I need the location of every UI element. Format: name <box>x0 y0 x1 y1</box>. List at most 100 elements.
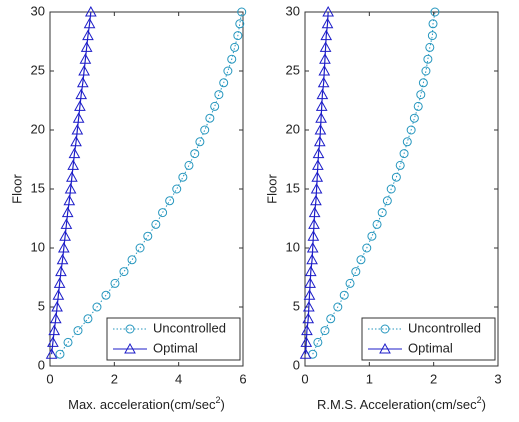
marker <box>425 42 435 52</box>
y-tick-label: 20 <box>286 121 300 136</box>
x-label-part: 2 <box>216 395 221 405</box>
marker <box>304 265 317 277</box>
marker <box>428 19 438 29</box>
marker <box>59 230 71 241</box>
y-tick-label: 5 <box>38 298 45 313</box>
series-line <box>51 11 92 355</box>
marker <box>413 101 423 111</box>
marker <box>304 277 316 288</box>
marker <box>227 54 237 64</box>
y-tick-label: 10 <box>286 239 300 254</box>
x-tick-label: 0 <box>46 371 53 386</box>
marker <box>127 255 137 265</box>
marker <box>52 289 65 300</box>
y-tick-label: 0 <box>293 357 300 372</box>
y-tick-label: 10 <box>31 239 45 254</box>
axes-box <box>49 11 244 367</box>
marker <box>125 324 135 334</box>
marker <box>48 324 61 336</box>
marker <box>423 54 433 64</box>
legend-label: Uncontrolled <box>153 320 226 335</box>
marker <box>165 196 175 206</box>
marker <box>76 76 89 88</box>
marker <box>45 348 58 359</box>
marker <box>312 159 324 170</box>
marker <box>205 113 215 123</box>
marker <box>135 243 145 253</box>
marker <box>237 7 247 17</box>
marker <box>178 172 188 182</box>
series-line <box>59 11 243 355</box>
marker <box>391 172 401 182</box>
marker <box>382 196 392 206</box>
marker <box>377 208 387 218</box>
marker <box>299 348 312 359</box>
marker <box>326 314 336 324</box>
marker <box>80 41 93 52</box>
marker <box>320 29 333 41</box>
x-label-part: R.M.S. Acceleration(cm/sec <box>317 397 477 412</box>
marker <box>356 255 366 265</box>
marker <box>367 231 377 241</box>
marker <box>317 76 330 88</box>
marker <box>49 312 62 324</box>
y-tick-label: 15 <box>31 180 45 195</box>
y-tick-label: 30 <box>31 3 45 18</box>
marker <box>380 324 390 334</box>
marker <box>223 66 233 76</box>
x-label-part: 2 <box>477 395 482 405</box>
x-label-part: Max. acceleration(cm/sec <box>68 397 216 412</box>
y-tick-label: 25 <box>31 62 45 77</box>
marker <box>319 53 331 64</box>
x-tick-label: 0 <box>301 371 308 386</box>
marker <box>421 66 431 76</box>
marker <box>308 218 320 229</box>
marker <box>315 100 328 111</box>
marker <box>66 171 78 182</box>
marker <box>57 241 70 253</box>
marker <box>430 7 440 17</box>
marker <box>68 147 81 159</box>
marker <box>143 231 153 241</box>
marker <box>63 194 76 206</box>
x-tick-label: 6 <box>239 371 246 386</box>
marker <box>339 290 349 300</box>
marker <box>85 5 97 17</box>
marker <box>321 17 334 29</box>
marker <box>55 349 65 359</box>
legend-label: Uncontrolled <box>408 320 481 335</box>
marker <box>73 326 83 336</box>
marker <box>56 253 69 265</box>
marker <box>124 342 136 354</box>
marker <box>230 42 240 52</box>
marker <box>79 53 92 64</box>
marker <box>406 125 416 135</box>
marker <box>63 337 73 347</box>
marker <box>315 112 327 123</box>
x-label-part: ) <box>221 397 225 412</box>
marker <box>310 194 322 206</box>
marker <box>219 78 229 88</box>
marker <box>310 182 323 194</box>
y-axis-label: Floor <box>264 174 279 204</box>
marker <box>402 137 412 147</box>
marker <box>306 241 319 253</box>
marker <box>214 90 224 100</box>
y-axis-label: Floor <box>9 174 24 204</box>
marker <box>416 90 426 100</box>
marker <box>83 314 93 324</box>
x-tick-label: 2 <box>111 371 118 386</box>
marker <box>314 123 327 135</box>
y-tick-label: 5 <box>293 298 300 313</box>
marker <box>82 29 94 41</box>
marker <box>313 337 323 347</box>
marker <box>302 312 315 324</box>
marker <box>200 125 210 135</box>
marker <box>67 159 80 170</box>
marker <box>306 253 318 265</box>
y-tick-label: 20 <box>31 121 45 136</box>
legend-label: Optimal <box>408 340 453 355</box>
marker <box>303 289 316 300</box>
marker <box>395 160 405 170</box>
